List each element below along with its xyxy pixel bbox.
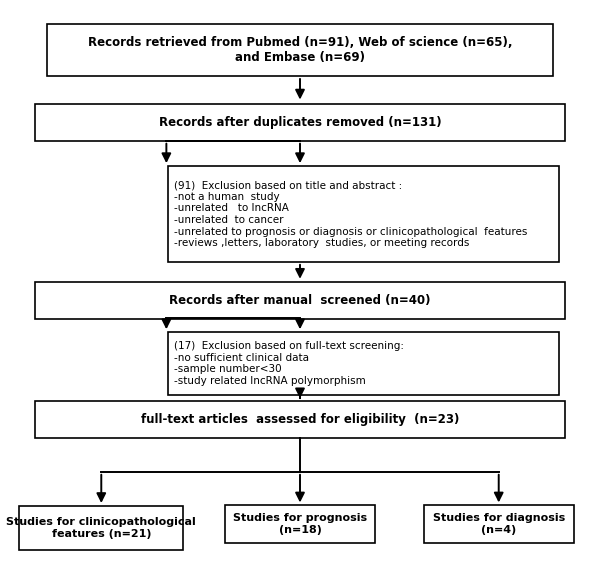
Bar xyxy=(167,166,559,262)
Bar xyxy=(424,505,574,542)
Text: Studies for clinicopathological
features (n=21): Studies for clinicopathological features… xyxy=(7,517,196,538)
Text: full-text articles  assessed for eligibility  (n=23): full-text articles assessed for eligibil… xyxy=(141,413,459,427)
Text: (91)  Exclusion based on title and abstract :
-not a human  study
-unrelated   t: (91) Exclusion based on title and abstra… xyxy=(175,180,528,248)
Bar xyxy=(35,401,565,439)
Bar xyxy=(225,505,375,542)
Text: Records after duplicates removed (n=131): Records after duplicates removed (n=131) xyxy=(158,116,442,128)
Text: Records retrieved from Pubmed (n=91), Web of science (n=65),
and Embase (n=69): Records retrieved from Pubmed (n=91), We… xyxy=(88,36,512,64)
Text: Records after manual  screened (n=40): Records after manual screened (n=40) xyxy=(169,294,431,307)
Bar xyxy=(35,282,565,319)
Text: Studies for diagnosis
(n=4): Studies for diagnosis (n=4) xyxy=(433,513,565,535)
Bar xyxy=(19,506,184,550)
Text: Studies for prognosis
(n=18): Studies for prognosis (n=18) xyxy=(233,513,367,535)
Bar xyxy=(47,24,553,76)
Text: (17)  Exclusion based on full-text screening:
-no sufficient clinical data
-samp: (17) Exclusion based on full-text screen… xyxy=(175,341,404,386)
Bar xyxy=(35,103,565,141)
Bar xyxy=(167,332,559,395)
